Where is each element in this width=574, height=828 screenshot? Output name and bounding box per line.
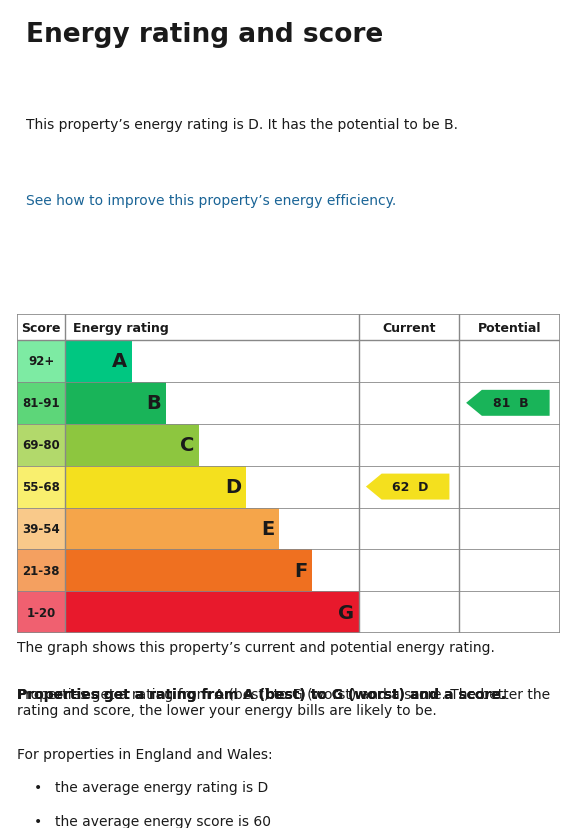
Bar [65, 383, 165, 424]
Text: 21-38: 21-38 [22, 564, 60, 577]
Text: Current: Current [383, 321, 436, 335]
Text: C: C [180, 436, 194, 455]
Text: D: D [225, 478, 241, 497]
Bar [65, 550, 312, 591]
Bar [17, 591, 65, 633]
Bar [65, 340, 132, 383]
Bar [17, 315, 560, 340]
Text: 62  D: 62 D [392, 480, 429, 493]
Text: 55-68: 55-68 [22, 480, 60, 493]
Polygon shape [366, 474, 449, 500]
Text: The graph shows this property’s current and potential energy rating.: The graph shows this property’s current … [17, 641, 495, 655]
Bar [65, 591, 359, 633]
Bar [17, 550, 65, 591]
Text: 81  B: 81 B [492, 397, 528, 410]
Text: the average energy score is 60: the average energy score is 60 [55, 814, 271, 828]
Bar [17, 383, 65, 424]
Text: 1-20: 1-20 [26, 606, 56, 619]
Bar [65, 424, 199, 466]
Text: Potential: Potential [478, 321, 541, 335]
Text: F: F [294, 561, 308, 580]
Text: A: A [113, 352, 127, 371]
Text: This property’s energy rating is D. It has the potential to be B.: This property’s energy rating is D. It h… [26, 118, 458, 132]
Text: Properties get a rating from A (best) to G (worst) and a score.: Properties get a rating from A (best) to… [17, 687, 506, 701]
Bar [17, 424, 65, 466]
Bar [65, 466, 246, 508]
Text: G: G [339, 603, 355, 622]
Polygon shape [466, 390, 550, 416]
Text: B: B [146, 394, 161, 413]
Text: Energy rating: Energy rating [73, 321, 169, 335]
Text: 81-91: 81-91 [22, 397, 60, 410]
Text: Score: Score [21, 321, 61, 335]
Text: Properties get a rating from A (best) to G (worst) and a score.: Properties get a rating from A (best) to… [17, 687, 506, 701]
Bar [17, 508, 65, 550]
Text: Properties get a rating from A (best) to G (worst) and a score. The better the r: Properties get a rating from A (best) to… [17, 687, 550, 717]
Text: Properties get a rating from A (best) to G (worst) and a score. The better the r: Properties get a rating from A (best) to… [17, 687, 550, 717]
Text: 39-54: 39-54 [22, 522, 60, 536]
Text: 92+: 92+ [28, 355, 55, 368]
Text: the average energy rating is D: the average energy rating is D [55, 780, 269, 794]
Text: •: • [33, 780, 42, 794]
Text: E: E [261, 519, 274, 538]
Text: For properties in England and Wales:: For properties in England and Wales: [17, 747, 273, 761]
Bar [17, 466, 65, 508]
Bar [17, 340, 65, 383]
Text: See how to improve this property’s energy efficiency.: See how to improve this property’s energ… [26, 194, 396, 208]
Text: 69-80: 69-80 [22, 439, 60, 451]
Text: •: • [33, 814, 42, 828]
Bar [65, 508, 279, 550]
Text: Energy rating and score: Energy rating and score [26, 22, 383, 47]
